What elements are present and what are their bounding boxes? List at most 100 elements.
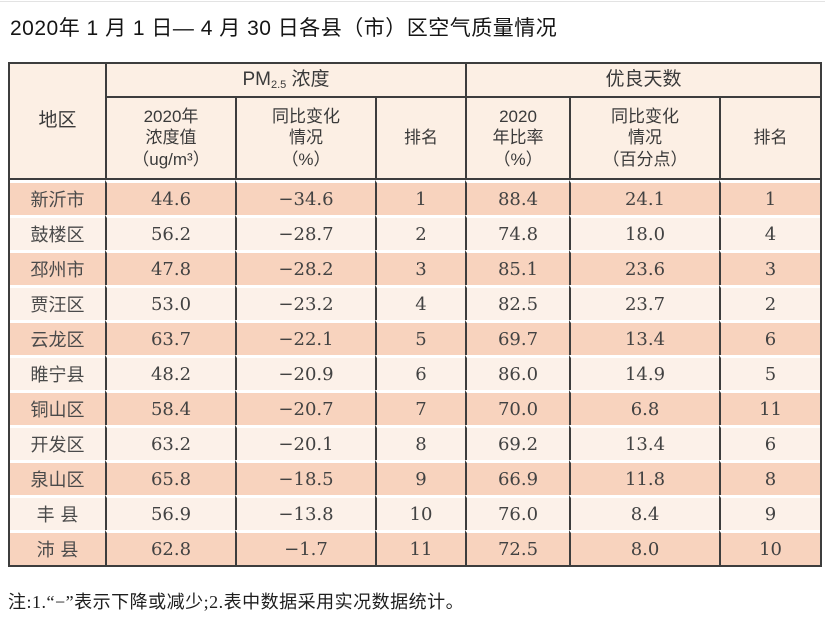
header-pm-rank: 排名 — [375, 98, 466, 180]
pm25-label-prefix: PM — [242, 68, 271, 90]
cell-days-ratio: 72.5 — [465, 530, 570, 565]
cell-pm-value: 58.4 — [105, 390, 235, 425]
cell-pm-rank: 6 — [375, 355, 466, 390]
cell-days-change: 8.4 — [569, 495, 720, 530]
cell-region: 鼓楼区 — [10, 215, 105, 250]
page-title: 2020年 1 月 1 日— 4 月 30 日各县（市）区空气质量情况 — [10, 17, 558, 40]
table-row: 贾汪区 53.0 −23.2 4 82.5 23.7 2 — [10, 285, 821, 320]
header-pm-value-line2: 浓度值 — [145, 128, 197, 148]
cell-region: 丰 县 — [10, 495, 105, 530]
cell-days-ratio: 76.0 — [465, 495, 570, 530]
cell-pm-change: −34.6 — [235, 180, 375, 215]
header-days-change-unit: （百分点） — [602, 149, 688, 169]
header-pm-value-line1: 2020年 — [143, 107, 199, 127]
cell-days-ratio: 70.0 — [465, 390, 570, 425]
cell-days-ratio: 66.9 — [465, 460, 570, 495]
cell-pm-rank: 9 — [375, 460, 466, 495]
table-row: 鼓楼区 56.2 −28.7 2 74.8 18.0 4 — [10, 215, 821, 250]
header-pm-change-unit: （%） — [281, 149, 331, 169]
cell-days-ratio: 85.1 — [465, 250, 570, 285]
cell-pm-value: 62.8 — [105, 530, 235, 565]
cell-pm-value: 63.2 — [105, 425, 235, 460]
cell-days-rank: 4 — [719, 215, 821, 250]
table-row: 丰 县 56.9 −13.8 10 76.0 8.4 9 — [10, 495, 821, 530]
header-pm-change-line1: 同比变化 — [272, 107, 340, 127]
cell-pm-value: 56.9 — [105, 495, 235, 530]
cell-region: 泉山区 — [10, 460, 105, 495]
air-quality-table: 地区 PM2.5 浓度 优良天数 2020年 浓度值 （ug/m³） 同比变化 … — [8, 62, 823, 567]
cell-days-ratio: 82.5 — [465, 285, 570, 320]
cell-days-rank: 6 — [719, 425, 821, 460]
cell-days-ratio: 88.4 — [465, 180, 570, 215]
cell-region: 睢宁县 — [10, 355, 105, 390]
header-group-pm25: PM2.5 浓度 — [105, 64, 466, 98]
header-days-rank: 排名 — [719, 98, 821, 180]
header-sub-row: 2020年 浓度值 （ug/m³） 同比变化 情况 （%） 排名 2020 年比… — [10, 98, 821, 180]
cell-region: 开发区 — [10, 425, 105, 460]
header-pm-value: 2020年 浓度值 （ug/m³） — [105, 98, 235, 180]
pm25-label-subscript: 2.5 — [270, 78, 287, 91]
cell-days-change: 13.4 — [569, 425, 720, 460]
cell-pm-value: 65.8 — [105, 460, 235, 495]
cell-region: 新沂市 — [10, 180, 105, 215]
table-row: 沛 县 62.8 −1.7 11 72.5 8.0 10 — [10, 530, 821, 565]
cell-region: 云龙区 — [10, 320, 105, 355]
cell-pm-value: 56.2 — [105, 215, 235, 250]
pm25-label-suffix: 浓度 — [286, 68, 330, 90]
cell-days-change: 14.9 — [569, 355, 720, 390]
cell-pm-value: 44.6 — [105, 180, 235, 215]
cell-days-change: 23.7 — [569, 285, 720, 320]
cell-pm-change: −20.1 — [235, 425, 375, 460]
cell-days-rank: 3 — [719, 250, 821, 285]
footnote: 注:1.“−”表示下降或减少;2.表中数据采用实况数据统计。 — [8, 592, 465, 612]
cell-pm-change: −13.8 — [235, 495, 375, 530]
cell-days-rank: 2 — [719, 285, 821, 320]
table-row: 开发区 63.2 −20.1 8 69.2 13.4 6 — [10, 425, 821, 460]
cell-pm-value: 53.0 — [105, 285, 235, 320]
cell-region: 沛 县 — [10, 530, 105, 565]
cell-pm-rank: 11 — [375, 530, 466, 565]
top-divider — [0, 1, 825, 2]
header-days-ratio-unit: （%） — [493, 149, 543, 169]
cell-pm-change: −20.7 — [235, 390, 375, 425]
cell-pm-change: −20.9 — [235, 355, 375, 390]
table-row: 泉山区 65.8 −18.5 9 66.9 11.8 8 — [10, 460, 821, 495]
cell-pm-value: 48.2 — [105, 355, 235, 390]
header-days-ratio-line2: 年比率 — [492, 128, 544, 148]
header-pm-value-unit: （ug/m³） — [132, 149, 210, 169]
table-row: 睢宁县 48.2 −20.9 6 86.0 14.9 5 — [10, 355, 821, 390]
cell-pm-rank: 2 — [375, 215, 466, 250]
header-days-ratio-line1: 2020 — [499, 107, 537, 127]
cell-days-rank: 9 — [719, 495, 821, 530]
table-row: 云龙区 63.7 −22.1 5 69.7 13.4 6 — [10, 320, 821, 355]
header-days-ratio: 2020 年比率 （%） — [465, 98, 570, 180]
cell-pm-rank: 4 — [375, 285, 466, 320]
cell-region: 铜山区 — [10, 390, 105, 425]
cell-days-rank: 6 — [719, 320, 821, 355]
cell-days-ratio: 69.7 — [465, 320, 570, 355]
cell-days-change: 13.4 — [569, 320, 720, 355]
header-group-days: 优良天数 — [465, 64, 821, 98]
cell-region: 贾汪区 — [10, 285, 105, 320]
cell-pm-change: −1.7 — [235, 530, 375, 565]
cell-pm-change: −28.2 — [235, 250, 375, 285]
cell-days-change: 24.1 — [569, 180, 720, 215]
header-pm-change: 同比变化 情况 （%） — [235, 98, 375, 180]
cell-days-ratio: 69.2 — [465, 425, 570, 460]
cell-pm-rank: 7 — [375, 390, 466, 425]
table-body: 新沂市 44.6 −34.6 1 88.4 24.1 1 鼓楼区 56.2 −28.7 2 74.8 1… — [10, 180, 821, 565]
header-days-change-line1: 同比变化 — [611, 107, 680, 127]
cell-pm-rank: 10 — [375, 495, 466, 530]
table-row: 新沂市 44.6 −34.6 1 88.4 24.1 1 — [10, 180, 821, 215]
cell-days-ratio: 86.0 — [465, 355, 570, 390]
cell-days-change: 6.8 — [569, 390, 720, 425]
cell-days-rank: 8 — [719, 460, 821, 495]
cell-pm-change: −28.7 — [235, 215, 375, 250]
cell-pm-value: 63.7 — [105, 320, 235, 355]
cell-days-rank: 11 — [719, 390, 821, 425]
table-header: 地区 PM2.5 浓度 优良天数 2020年 浓度值 （ug/m³） 同比变化 … — [10, 64, 821, 180]
cell-pm-change: −23.2 — [235, 285, 375, 320]
cell-pm-value: 47.8 — [105, 250, 235, 285]
cell-days-change: 8.0 — [569, 530, 720, 565]
